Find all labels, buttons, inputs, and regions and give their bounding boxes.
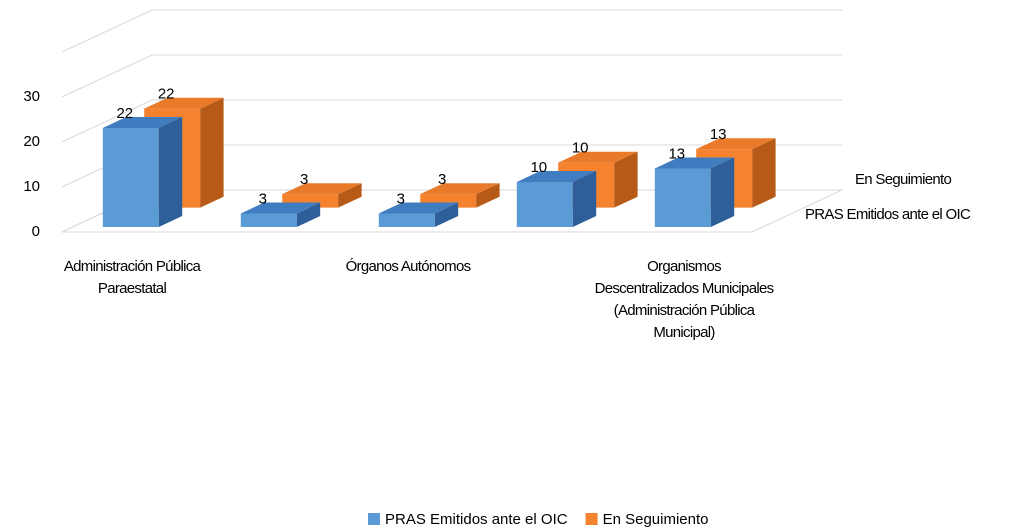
data-label: 22 [116,105,133,122]
bar-front [240,213,297,227]
bar-top [654,157,735,169]
data-label: 3 [259,190,267,207]
bar-top [102,117,183,128]
grid-line [61,9,842,53]
bar-front [378,213,435,227]
bar-side [710,157,735,227]
bar-top [282,183,362,195]
bar [516,171,597,227]
bar-top [558,151,638,163]
legend-label: En Seguimiento [603,511,709,528]
bar-side [158,117,183,227]
bar [654,157,735,227]
bar-top [378,202,459,214]
data-label: 3 [300,171,308,188]
legend-swatch [368,513,380,525]
y-tick-label: 20 [23,133,40,150]
bar [240,202,321,227]
bar-side [200,97,224,208]
y-tick-label: 30 [23,88,40,105]
bar-top [696,138,776,150]
bar-front [516,181,573,227]
bar [102,117,183,227]
data-label: 3 [438,171,446,188]
data-label: 13 [668,145,685,162]
bar-front [102,127,159,227]
depth-axis-label: PRAS Emitidos ante el OIC [805,206,971,223]
bar-side [752,138,776,208]
data-label: 10 [530,159,547,176]
data-label: 22 [158,86,175,103]
bar-side [434,202,459,227]
bar-side [476,183,500,208]
grid-line [61,54,842,98]
legend-label: PRAS Emitidos ante el OIC [385,511,568,528]
data-label: 3 [397,190,405,207]
bar-top [516,171,597,182]
bar-side [614,151,638,208]
bar-side [296,202,321,227]
depth-axis-label: En Seguimiento [855,171,951,188]
bar [378,202,459,227]
bar-front [654,168,711,227]
x-tick-label: Órganos Autónomos [345,258,472,275]
bar [420,183,500,208]
bar-side [338,183,362,208]
legend-swatch [585,513,598,525]
y-tick-label: 10 [23,178,40,195]
data-label: 13 [710,126,727,143]
x-tick-label: Administración Pública Paraestatal [63,258,201,297]
grid-line [61,99,842,143]
bar-top [420,183,500,195]
bar-top [144,97,224,109]
data-label: 10 [572,140,589,157]
bar-side [572,171,597,227]
bar-top [240,202,321,214]
bar [282,183,362,208]
x-tick-label: Organismos Descentralizados Municipales … [594,258,775,341]
y-tick-label: 0 [32,223,40,240]
